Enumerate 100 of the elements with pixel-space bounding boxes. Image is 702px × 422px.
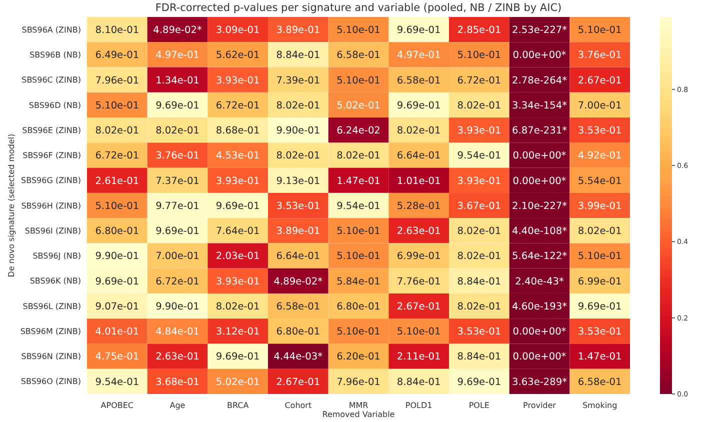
data-label: 7.76e-01 (396, 276, 441, 288)
data-label: 6.99e-01 (578, 276, 622, 288)
data-label: 4.75e-01 (95, 352, 140, 363)
data-label: 3.93e-01 (457, 126, 502, 137)
data-label: 3.99e-01 (578, 200, 622, 212)
data-label: 6.72e-01 (216, 100, 260, 112)
data-label: 5.10e-01 (457, 50, 502, 62)
data-label: 8.02e-01 (457, 251, 502, 262)
data-label: 2.61e-01 (95, 176, 140, 187)
data-label: 2.67e-01 (276, 376, 320, 388)
data-label: 9.69e-01 (156, 100, 200, 112)
data-label: 2.63e-01 (156, 352, 200, 363)
data-label: 3.63e-289* (512, 376, 568, 388)
y-tick-label: SBS96B (NB) (30, 50, 81, 60)
data-label: 5.10e-01 (336, 226, 380, 238)
data-label: 6.20e-01 (336, 352, 380, 363)
data-label: 5.10e-01 (95, 200, 140, 212)
data-label: 9.69e-01 (216, 352, 260, 363)
data-label: 8.02e-01 (396, 126, 441, 137)
data-label: 0.00e+00* (512, 176, 566, 187)
data-label: 7.96e-01 (336, 376, 380, 388)
data-label: 6.24e-02 (336, 126, 380, 137)
data-label: 9.13e-01 (276, 176, 320, 187)
data-label: 0.00e+00* (512, 150, 566, 162)
data-label: 6.58e-01 (276, 301, 320, 312)
data-label: 5.62e-01 (216, 50, 260, 62)
data-label: 5.10e-01 (95, 100, 140, 112)
data-label: 4.97e-01 (156, 50, 200, 62)
data-label: 8.84e-01 (457, 352, 502, 363)
data-label: 4.89e-02* (153, 24, 202, 36)
data-label: 3.68e-01 (156, 376, 200, 388)
data-label: 6.64e-01 (276, 251, 320, 262)
data-label: 3.53e-01 (276, 200, 320, 212)
data-label: 9.07e-01 (95, 301, 140, 312)
x-tick-label: Age (170, 401, 186, 410)
data-label: 3.67e-01 (457, 200, 502, 212)
data-label: 5.84e-01 (336, 276, 380, 288)
data-label: 8.84e-01 (457, 276, 502, 288)
x-tick-label: Provider (523, 401, 557, 410)
data-label: 6.72e-01 (457, 75, 502, 86)
data-label: 5.10e-01 (336, 326, 380, 338)
data-label: 9.77e-01 (156, 200, 200, 212)
data-label: 2.63e-01 (396, 226, 441, 238)
data-label: 9.90e-01 (276, 126, 320, 137)
data-label: 7.00e-01 (578, 100, 622, 112)
data-label: 4.40e-108* (512, 226, 568, 238)
y-tick-label: SBS96F (ZINB) (22, 151, 81, 160)
data-label: 3.53e-01 (578, 126, 622, 137)
data-label: 4.01e-01 (95, 326, 140, 338)
data-label: 6.80e-01 (95, 226, 140, 238)
x-tick-label: POLD1 (405, 401, 432, 410)
data-label: 0.00e+00* (512, 352, 566, 363)
data-label: 6.64e-01 (396, 150, 441, 162)
data-label: 1.47e-01 (578, 352, 622, 363)
data-label: 9.54e-01 (95, 376, 140, 388)
data-label: 8.84e-01 (396, 376, 441, 388)
data-label: 8.02e-01 (216, 301, 260, 312)
data-label: 8.02e-01 (457, 301, 502, 312)
data-label: 5.64e-122* (512, 251, 568, 262)
data-label: 5.02e-01 (216, 376, 260, 388)
data-label: 4.53e-01 (216, 150, 260, 162)
data-label: 3.12e-01 (216, 326, 260, 338)
y-tick-label: SBS96I (ZINB) (24, 226, 81, 236)
y-tick-label: SBS96J (NB) (32, 252, 81, 261)
data-label: 7.00e-01 (156, 251, 200, 262)
data-label: 6.80e-01 (276, 326, 320, 338)
data-label: 5.10e-01 (578, 251, 622, 262)
data-label: 5.10e-01 (336, 24, 380, 36)
data-label: 7.39e-01 (276, 75, 320, 86)
data-label: 3.93e-01 (216, 75, 260, 86)
data-label: 8.02e-01 (457, 100, 502, 112)
y-tick-label: SBS96C (ZINB) (22, 76, 81, 85)
data-label: 8.02e-01 (276, 150, 320, 162)
y-tick-label: SBS96K (NB) (30, 276, 81, 286)
data-label: 9.90e-01 (156, 301, 200, 312)
data-label: 3.89e-01 (276, 24, 320, 36)
data-label: 6.99e-01 (396, 251, 441, 262)
data-label: 8.02e-01 (336, 150, 380, 162)
data-label: 8.84e-01 (276, 50, 320, 62)
x-axis-title: Removed Variable (322, 410, 395, 419)
data-label: 2.67e-01 (396, 301, 441, 312)
data-label: 3.53e-01 (578, 326, 622, 338)
x-tick-label: POLE (468, 401, 490, 410)
x-tick-label: Cohort (284, 401, 312, 410)
data-label: 3.09e-01 (216, 24, 260, 36)
data-label: 7.37e-01 (156, 176, 200, 187)
data-label: 4.97e-01 (396, 50, 441, 62)
x-tick-label: Smoking (582, 401, 618, 410)
data-label: 6.72e-01 (156, 276, 200, 288)
data-label: 2.67e-01 (578, 75, 622, 86)
data-label: 9.69e-01 (457, 376, 502, 388)
data-label: 3.34e-154* (512, 100, 568, 112)
chart-title: FDR-corrected p-values per signature and variable (pooled, NB / ZINB by AIC) (155, 2, 562, 14)
data-label: 2.53e-227* (512, 24, 568, 36)
data-label: 6.58e-01 (396, 75, 441, 86)
data-label: 9.69e-01 (396, 24, 441, 36)
data-label: 4.60e-193* (512, 301, 568, 312)
data-label: 0.00e+00* (512, 326, 566, 338)
data-label: 6.49e-01 (95, 50, 140, 62)
y-tick-label: SBS96D (NB) (28, 100, 81, 110)
